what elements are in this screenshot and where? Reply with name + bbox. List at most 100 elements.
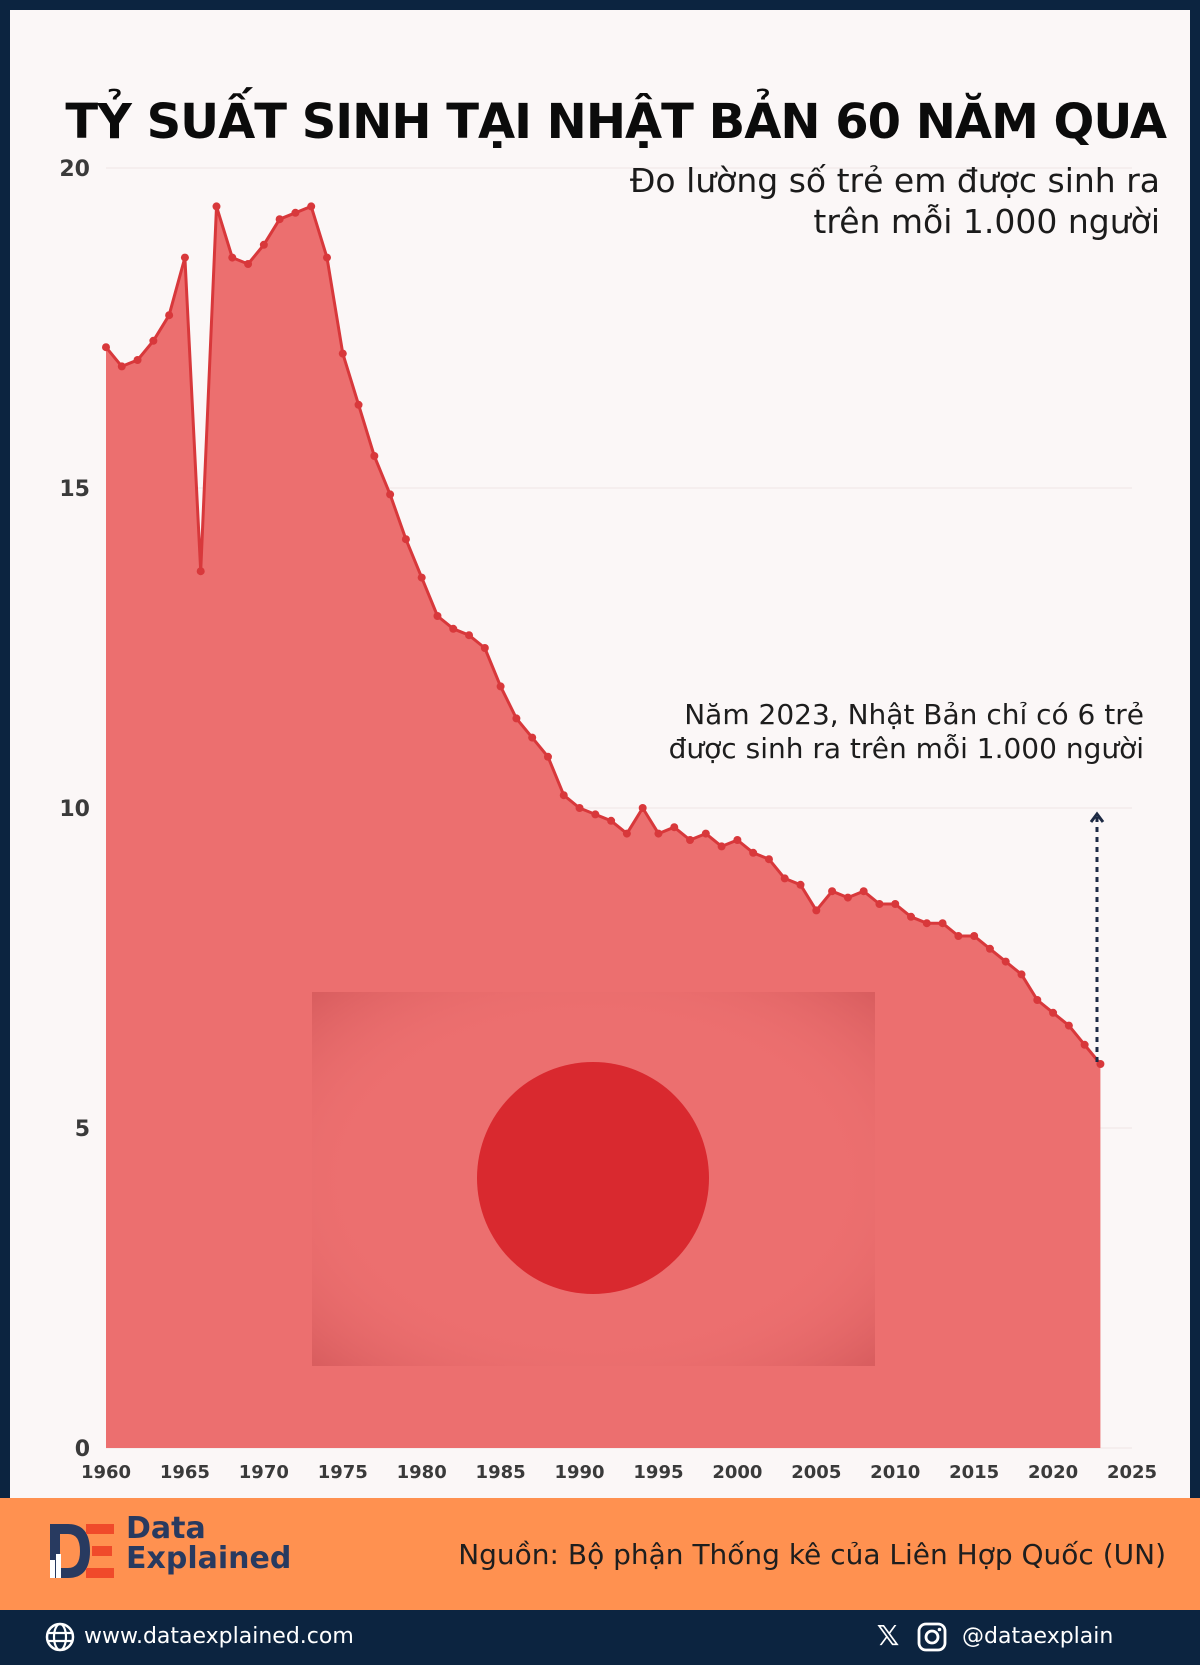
instagram-icon[interactable] [916,1621,948,1653]
data-point [528,733,537,742]
x-tick-label: 2010 [870,1462,920,1483]
social-handle[interactable]: @dataexplain [962,1624,1114,1649]
data-point [244,260,253,268]
data-point [165,311,174,320]
data-point [212,202,221,211]
source-credit: Nguồn: Bộ phận Thống kê của Liên Hợp Quố… [458,1538,1166,1571]
data-point [907,912,916,921]
x-tick-label: 2015 [949,1462,999,1483]
footer-band: Data Explained Nguồn: Bộ phận Thống kê c… [0,1498,1200,1610]
x-tick-label: 1980 [397,1462,447,1483]
y-tick-label: 5 [75,1117,90,1142]
globe-icon [45,1622,75,1652]
data-point [196,567,205,576]
data-point [543,752,552,761]
y-tick-label: 15 [59,477,90,502]
data-point [465,631,474,640]
data-point [102,343,110,352]
data-point [449,624,458,633]
data-point [764,855,773,864]
data-point [717,842,726,851]
data-point [954,932,963,940]
data-point [985,944,994,953]
data-point [891,900,900,908]
data-point [607,816,616,825]
data-point [1017,970,1026,979]
data-point [338,349,347,358]
chart-subtitle: Đo lường số trẻ em được sinh ra trên mỗi… [540,160,1160,242]
data-point [480,644,489,652]
data-point [133,356,142,364]
data-point [180,253,189,262]
x-tick-label: 1970 [239,1462,289,1483]
data-point [386,490,395,499]
data-point [117,362,126,371]
data-point [654,829,663,838]
y-tick-label: 0 [75,1437,90,1462]
data-point [496,682,505,691]
data-point [1064,1021,1073,1030]
data-point [733,836,742,844]
data-point [1033,996,1042,1004]
data-point [417,573,426,582]
data-point [307,202,316,211]
data-point [228,253,237,262]
data-point [275,215,284,224]
data-point [559,791,568,800]
data-point [970,932,979,940]
x-logo-icon[interactable]: 𝕏 [876,1619,900,1652]
x-tick-label: 1995 [633,1462,683,1483]
infographic-card: 0 5 10 15 20 1960 1965 1970 1975 1980 1985 1990 199… [10,10,1190,1498]
subtitle-line-2: trên mỗi 1.000 người [813,202,1160,241]
data-point [1049,1008,1058,1017]
data-point [701,829,710,838]
x-tick-label: 2005 [791,1462,841,1483]
japan-flag-sun [477,1062,709,1294]
x-tick-label: 1975 [318,1462,368,1483]
x-tick-label: 1990 [554,1462,604,1483]
data-point [370,452,379,460]
data-point [828,887,837,896]
y-tick-label: 20 [59,157,90,182]
data-point [575,804,584,812]
website-link[interactable]: www.dataexplained.com [84,1624,354,1649]
data-point [1080,1040,1089,1049]
data-point [922,919,931,928]
x-tick-label: 2025 [1107,1462,1157,1483]
social-bar: www.dataexplained.com 𝕏 @dataexplain [0,1610,1200,1665]
brand-line-2: Explained [126,1541,292,1576]
x-tick-label: 1965 [160,1462,210,1483]
brand-name: Data Explained [126,1514,291,1574]
data-point [859,887,868,896]
data-point [149,336,158,345]
y-tick-label: 10 [59,797,90,822]
birth-rate-chart: 0 5 10 15 20 1960 1965 1970 1975 1980 1985 1990 199… [59,157,1157,1483]
data-point [843,893,852,902]
x-tick-label: 2020 [1028,1462,1078,1483]
annotation-line-1: Năm 2023, Nhật Bản chỉ có 6 trẻ [684,698,1144,731]
data-point [749,848,758,857]
data-point [259,240,268,249]
data-point [401,535,410,544]
birth-rate-line [104,204,1102,1065]
data-point [686,836,695,844]
brand-line-1: Data [126,1511,206,1546]
data-point [512,714,521,723]
data-point [875,900,884,908]
x-tick-label: 1985 [476,1462,526,1483]
chart-title: TỶ SUẤT SINH TẠI NHẬT BẢN 60 NĂM QUA [65,94,1167,150]
data-point [291,208,300,217]
data-point [780,874,789,883]
data-point [354,400,363,409]
data-point [1001,957,1010,966]
data-point [796,880,805,889]
data-point [433,612,442,620]
x-tick-label: 1960 [81,1462,131,1483]
data-explained-logo-icon [50,1524,114,1578]
data-point [670,823,679,832]
x-tick-label: 2000 [712,1462,762,1483]
data-point [638,804,647,812]
annotation-line-2: được sinh ra trên mỗi 1.000 người [668,732,1144,765]
data-point [322,253,331,262]
subtitle-line-1: Đo lường số trẻ em được sinh ra [629,161,1160,200]
